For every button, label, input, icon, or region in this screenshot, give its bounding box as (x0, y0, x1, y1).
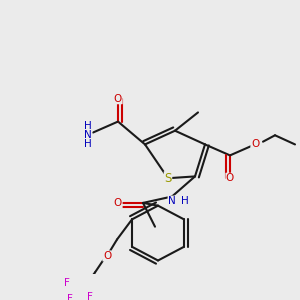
Text: H: H (181, 196, 189, 206)
Text: F: F (67, 294, 73, 300)
Text: H: H (84, 140, 92, 149)
Text: F: F (64, 278, 70, 288)
Text: O: O (114, 94, 122, 104)
Text: S: S (164, 172, 172, 185)
Text: O: O (114, 198, 122, 208)
Text: O: O (103, 251, 111, 261)
Text: O: O (226, 173, 234, 183)
Text: F: F (87, 292, 93, 300)
Text: O: O (251, 140, 259, 149)
Text: N: N (84, 130, 92, 140)
Text: H: H (84, 121, 92, 131)
Text: N: N (168, 196, 176, 206)
